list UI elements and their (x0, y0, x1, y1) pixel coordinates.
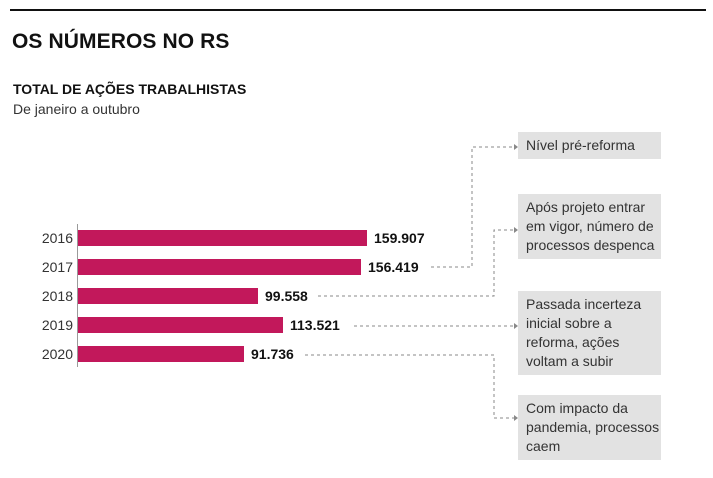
annotation-apos-projeto: Após projeto entrar em vigor, número de … (518, 194, 661, 259)
bar-2018 (78, 288, 258, 304)
connector-arrowhead (514, 415, 518, 421)
bar-2019 (78, 317, 283, 333)
value-label-2019: 113.521 (290, 317, 340, 333)
value-label-2017: 156.419 (368, 259, 419, 275)
year-label-2020: 2020 (41, 346, 73, 362)
connector-arrowhead (514, 323, 518, 329)
top-rule (10, 9, 706, 11)
value-label-2016: 159.907 (374, 230, 425, 246)
chart-subtitle: De janeiro a outubro (13, 101, 140, 117)
annotation-pandemia: Com impacto da pandemia, processos caem (518, 395, 661, 460)
connector-arrowhead (514, 227, 518, 233)
y-axis-line (77, 224, 78, 367)
chart-title: TOTAL DE AÇÕES TRABALHISTAS (13, 81, 247, 97)
bar-2020 (78, 346, 244, 362)
year-label-2019: 2019 (41, 317, 73, 333)
value-label-2018: 99.558 (265, 288, 308, 304)
annotation-pre-reforma: Nível pré-reforma (518, 132, 661, 159)
connector-pandemia (305, 354, 514, 419)
bar-2017 (78, 259, 361, 275)
connector-pre-reforma (431, 146, 514, 268)
page-title: OS NÚMEROS NO RS (12, 30, 230, 53)
year-label-2017: 2017 (41, 259, 73, 275)
year-label-2016: 2016 (41, 230, 73, 246)
value-label-2020: 91.736 (251, 346, 294, 362)
connector-apos-projeto (318, 229, 514, 297)
connector-arrowhead (514, 144, 518, 150)
bar-2016 (78, 230, 367, 246)
annotation-passada-incerteza: Passada incerteza inicial sobre a reform… (518, 291, 661, 375)
year-label-2018: 2018 (41, 288, 73, 304)
